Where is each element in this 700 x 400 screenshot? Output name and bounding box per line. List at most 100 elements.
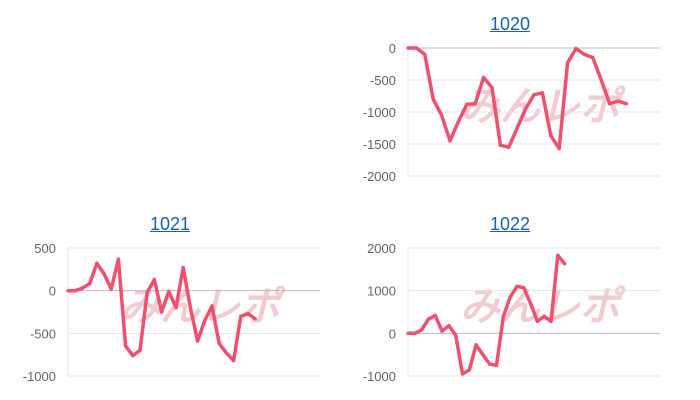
y-tick-label: -1000 (23, 369, 56, 384)
data-point (562, 262, 567, 266)
data-point (515, 126, 519, 130)
y-tick-label: 0 (389, 41, 396, 56)
chart-svg: みんレポ 2000 1000 0 -1000 (363, 241, 660, 384)
data-point (523, 107, 528, 111)
data-point (574, 46, 578, 51)
data-point (66, 288, 70, 293)
data-point (426, 317, 431, 321)
data-point (549, 319, 553, 324)
data-point (217, 341, 221, 346)
data-point (557, 146, 561, 151)
chart-1020: 1020 みんレポ 0 -500 -1000 -1500 -2000 (340, 10, 680, 200)
y-tick-label: 2000 (367, 241, 396, 256)
data-point (167, 289, 171, 294)
data-point (542, 314, 546, 318)
y-tick-label: -500 (30, 326, 56, 341)
data-point (423, 52, 427, 57)
data-point (490, 85, 494, 90)
data-point (532, 93, 536, 97)
data-point (431, 97, 435, 101)
data-point (481, 75, 486, 80)
data-point (406, 331, 410, 336)
data-point (456, 119, 461, 124)
data-point (540, 91, 545, 95)
data-point (528, 301, 533, 306)
data-point (501, 314, 506, 318)
data-point (413, 331, 417, 336)
data-point (522, 285, 526, 290)
data-point (467, 368, 471, 372)
chart-title-link[interactable]: 1020 (489, 14, 531, 34)
y-tick-label: -2000 (363, 169, 396, 184)
data-point (481, 352, 485, 357)
data-point (87, 282, 92, 286)
chart-title-link[interactable]: 1021 (149, 214, 191, 234)
data-point (116, 257, 121, 261)
y-tick-label: 500 (34, 241, 56, 256)
data-point (231, 358, 236, 363)
data-point (508, 295, 512, 299)
data-point (246, 312, 250, 316)
data-point (488, 362, 492, 366)
data-point (565, 61, 570, 65)
data-point (414, 46, 419, 50)
data-point (439, 113, 444, 117)
y-tick-label: 0 (389, 326, 396, 341)
data-point (188, 306, 193, 310)
data-point (507, 145, 511, 149)
data-point (549, 133, 553, 138)
data-point (473, 101, 477, 106)
data-point (159, 310, 164, 314)
data-point (460, 372, 465, 376)
data-point (616, 99, 620, 103)
data-point (624, 101, 629, 106)
data-point (195, 339, 200, 343)
chart-title-link[interactable]: 1022 (489, 214, 531, 234)
data-point (73, 288, 77, 293)
data-point (447, 323, 451, 328)
data-point (607, 101, 612, 106)
watermark-logo: みんレポ (460, 284, 626, 330)
data-point (419, 328, 424, 332)
data-point (210, 304, 214, 308)
y-tick-label: -1500 (363, 137, 396, 152)
data-point (95, 261, 99, 266)
data-point (535, 319, 540, 324)
data-point (253, 317, 257, 321)
chart-1021: 1021 みんレポ 500 0 -500 -1000 (0, 210, 340, 400)
data-point (582, 52, 587, 57)
data-point (440, 329, 444, 333)
data-point (556, 253, 560, 257)
data-point (406, 46, 410, 50)
y-tick-label: 0 (49, 284, 56, 299)
data-point (109, 287, 113, 291)
data-point (224, 351, 229, 355)
chart-svg: みんレポ 0 -500 -1000 -1500 -2000 (363, 41, 660, 184)
data-point (599, 78, 603, 82)
data-point (102, 271, 106, 276)
data-point (433, 313, 437, 318)
data-point (80, 286, 85, 290)
data-point (515, 284, 519, 289)
data-point (181, 265, 185, 270)
y-tick-label: -1000 (363, 369, 396, 384)
data-point (591, 55, 595, 60)
chart-1022: 1022 みんレポ 2000 1000 0 -1000 (340, 210, 680, 400)
data-point (203, 318, 207, 323)
data-point (174, 306, 178, 310)
y-tick-label: -1000 (363, 105, 396, 120)
data-point (123, 344, 128, 348)
data-point (152, 277, 157, 282)
y-tick-label: -500 (370, 73, 396, 88)
data-point (131, 353, 135, 358)
data-point (138, 348, 142, 353)
data-point (474, 343, 478, 347)
data-point (239, 314, 243, 318)
data-point (453, 333, 458, 337)
data-point (494, 363, 499, 368)
data-point (448, 139, 452, 143)
data-point (465, 102, 469, 107)
y-tick-label: 1000 (367, 284, 396, 299)
watermark-logo: みんレポ (460, 84, 626, 130)
